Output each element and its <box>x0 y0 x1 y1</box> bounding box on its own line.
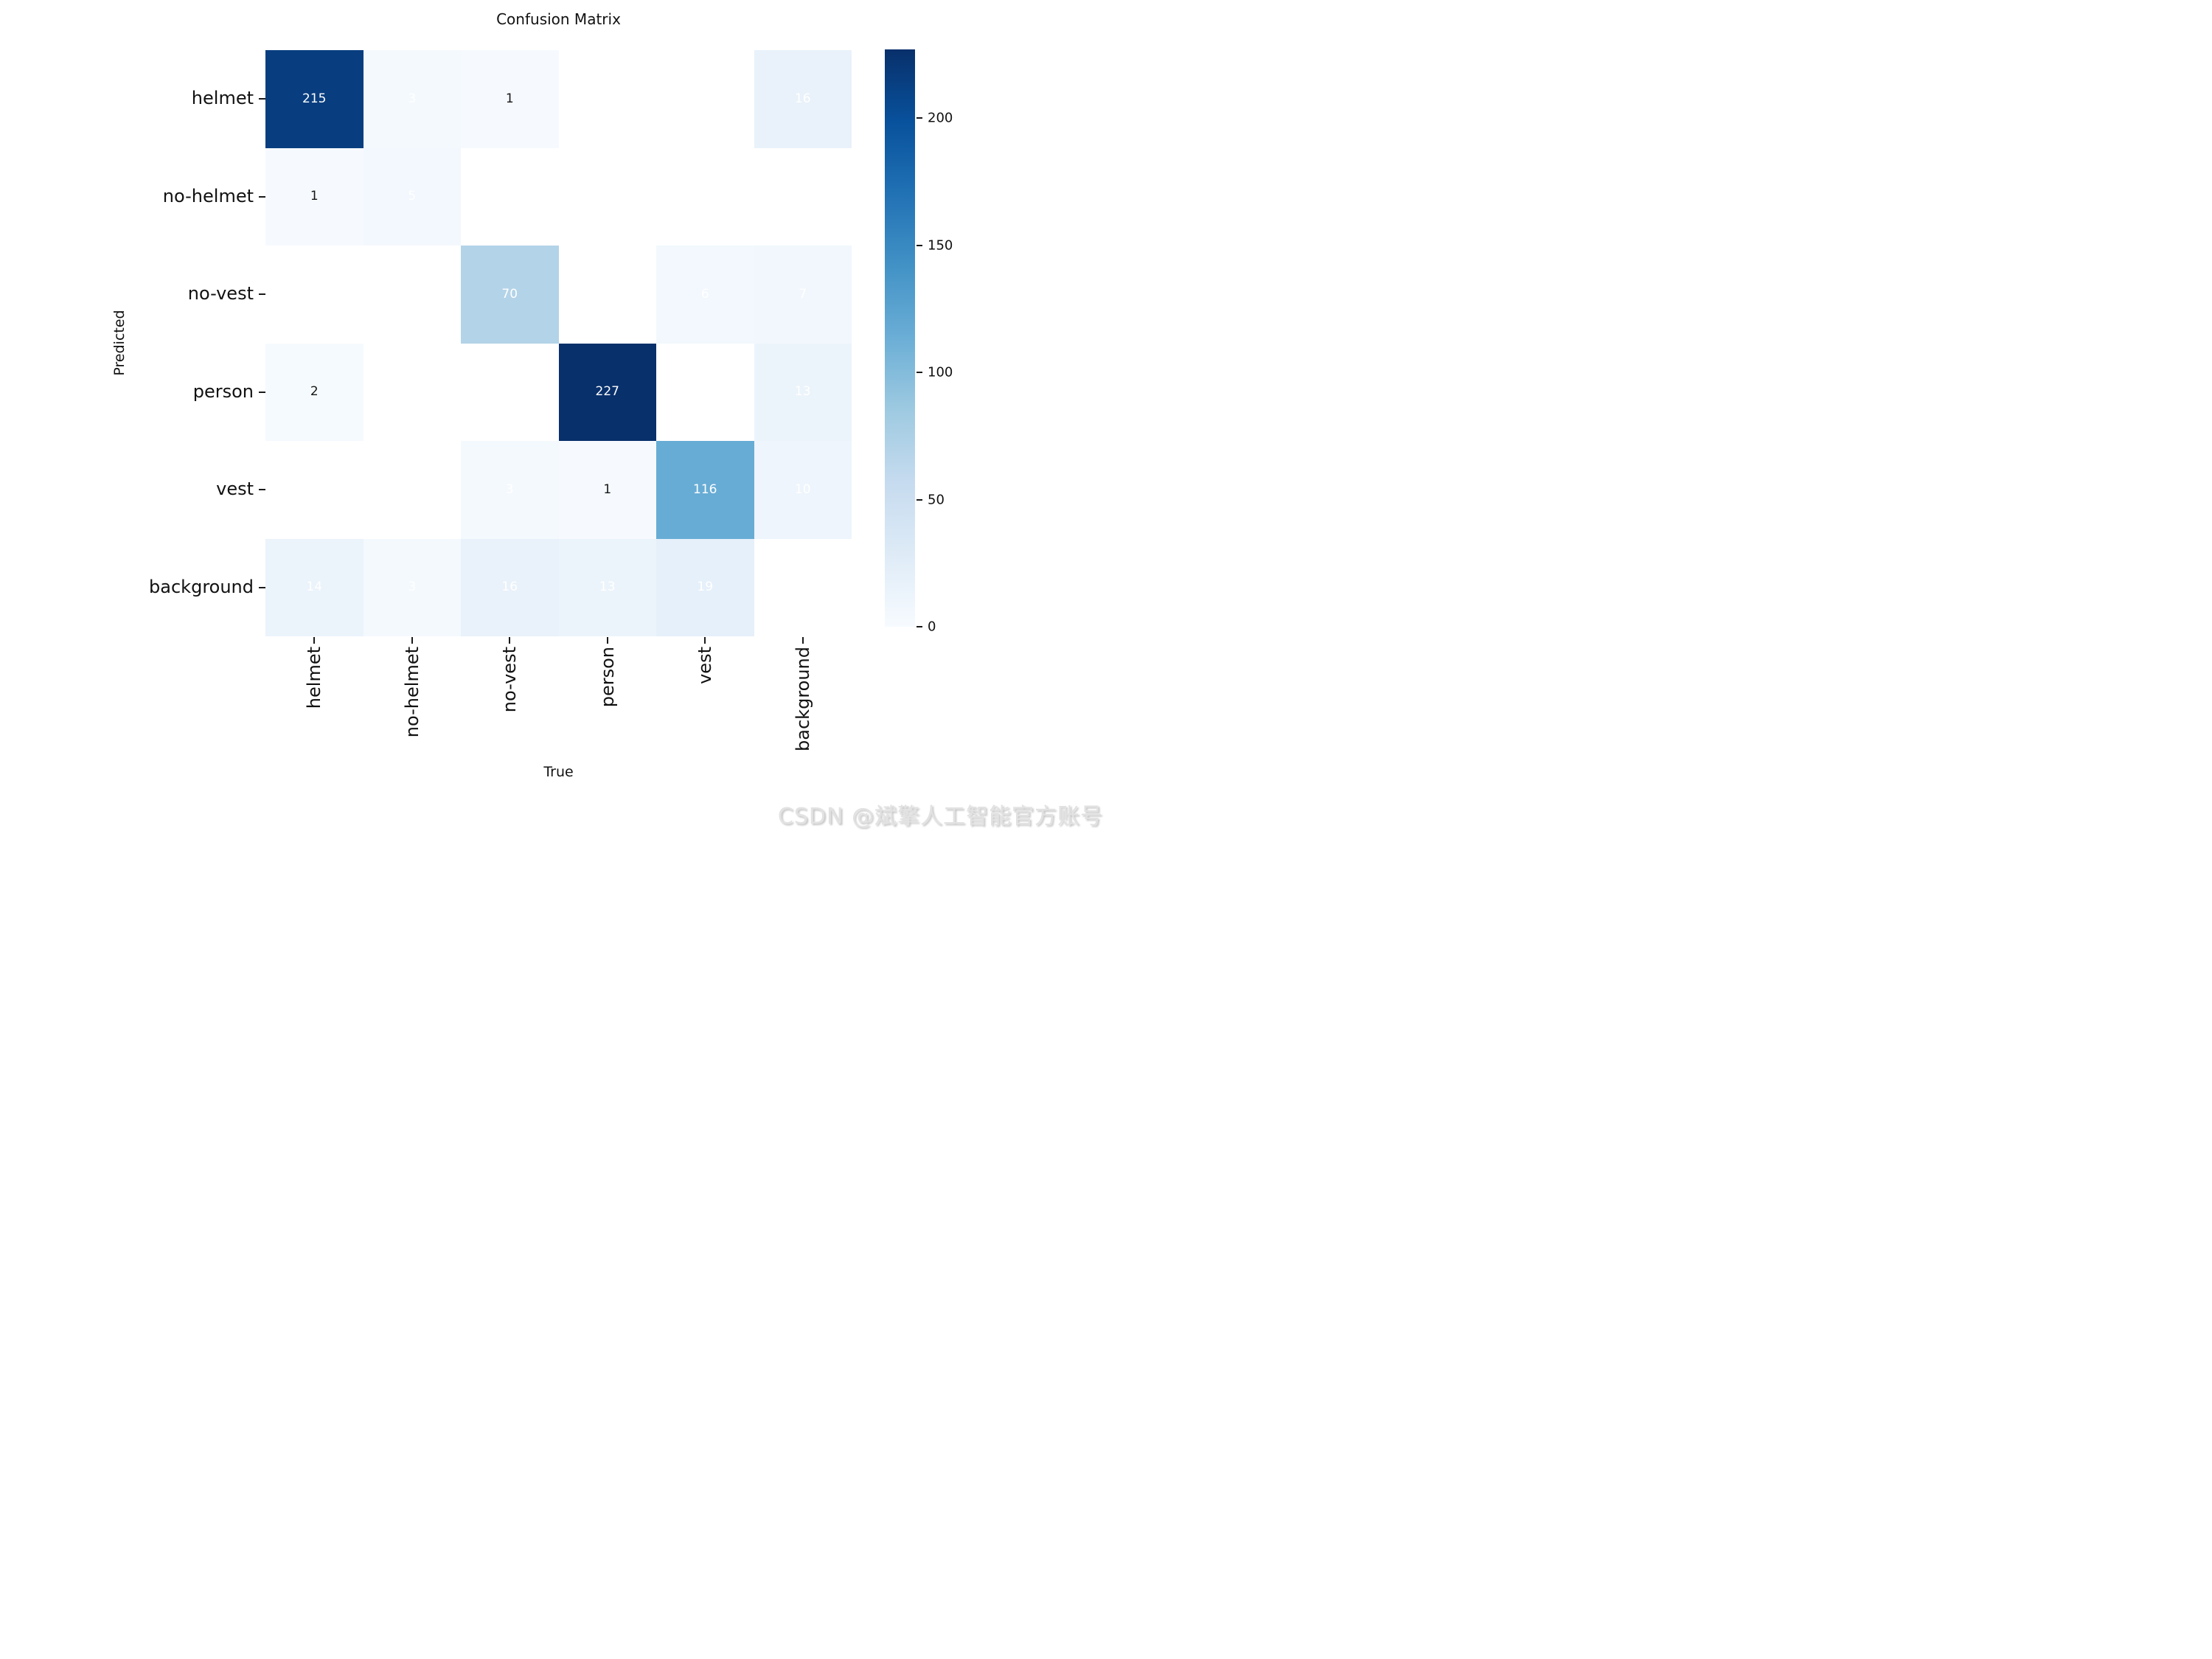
cell-value: 116 <box>693 481 717 497</box>
heatmap-cell: 227 <box>558 343 656 441</box>
heatmap-cell: 14 <box>265 538 364 636</box>
heatmap-cell <box>754 538 852 636</box>
axis-tick <box>606 637 608 644</box>
heatmap-cell <box>363 343 461 441</box>
cell-value: 215 <box>302 91 327 106</box>
heatmap-cell <box>265 246 364 344</box>
x-tick-label-person: person <box>597 647 618 708</box>
x-tick-label-no-vest: no-vest <box>499 647 521 713</box>
cell-value: 5 <box>408 189 417 204</box>
heatmap-cell: 1 <box>265 147 364 246</box>
colorbar-tick-label-150: 150 <box>928 237 953 254</box>
heatmap-cell <box>558 246 656 344</box>
axis-tick <box>313 637 316 644</box>
cell-value: 3 <box>505 481 514 497</box>
heatmap-cell: 16 <box>754 50 852 148</box>
heatmap-cell: 16 <box>461 538 559 636</box>
cell-value: 14 <box>306 580 323 595</box>
cell-value: 1 <box>603 481 612 497</box>
cell-value: 1 <box>505 91 514 106</box>
heatmap-cell: 3 <box>363 538 461 636</box>
y-tick-label-helmet: helmet <box>191 88 254 109</box>
y-tick-label-person: person <box>192 380 254 402</box>
cell-value: 13 <box>599 580 616 595</box>
heatmap-cell: 5 <box>363 147 461 246</box>
colorbar-tick-label-0: 0 <box>928 619 936 635</box>
chart-title: Confusion Matrix <box>496 10 621 28</box>
cell-value: 10 <box>794 481 811 497</box>
heatmap-cell: 3 <box>461 441 559 539</box>
axis-tick <box>259 489 265 491</box>
x-axis-title: True <box>543 764 574 780</box>
cell-value: 2 <box>310 384 319 400</box>
heatmap-cell <box>558 147 656 246</box>
colorbar-tick-label-200: 200 <box>928 110 953 126</box>
heatmap-cell: 3 <box>363 50 461 148</box>
axis-tick <box>411 637 413 644</box>
axis-tick <box>917 117 922 119</box>
heatmap-cell: 19 <box>656 538 754 636</box>
heatmap-cell: 13 <box>558 538 656 636</box>
y-tick-label-no-helmet: no-helmet <box>162 185 254 206</box>
heatmap-cell <box>363 441 461 539</box>
y-tick-label-no-vest: no-vest <box>187 283 254 305</box>
x-tick-label-background: background <box>792 647 813 751</box>
axis-tick <box>704 637 706 644</box>
heatmap-cell <box>265 441 364 539</box>
axis-tick <box>509 637 511 644</box>
axis-tick <box>259 391 265 393</box>
cell-value: 13 <box>794 384 811 400</box>
cell-value: 16 <box>501 580 518 595</box>
cell-value: 1 <box>310 189 319 204</box>
colorbar-tick-label-100: 100 <box>928 364 953 380</box>
cell-value: 19 <box>697 580 714 595</box>
heatmap-cell <box>461 343 559 441</box>
cell-value: 227 <box>595 384 619 400</box>
heatmap-cell <box>461 147 559 246</box>
heatmap-grid: 215 3 1 16 1 5 70 6 7 2 227 13 3 1 116 10 14 3 16 13 19 <box>265 50 852 636</box>
x-tick-label-helmet: helmet <box>304 647 325 709</box>
axis-tick <box>917 626 922 627</box>
heatmap-cell: 1 <box>461 50 559 148</box>
heatmap-cell <box>656 50 754 148</box>
heatmap-cell: 7 <box>754 246 852 344</box>
heatmap-cell <box>754 147 852 246</box>
cell-value: 3 <box>408 91 417 106</box>
cell-value: 70 <box>501 286 518 302</box>
watermark-text: CSDN @斌擎人工智能官方账号 <box>777 804 1103 830</box>
heatmap-cell: 13 <box>754 343 852 441</box>
heatmap-cell: 116 <box>656 441 754 539</box>
y-axis-title: Predicted <box>111 310 128 376</box>
colorbar-tick-label-50: 50 <box>928 492 945 508</box>
axis-tick <box>259 586 265 588</box>
confusion-matrix-figure: Confusion Matrix 215 3 1 16 1 5 70 6 7 2 227 13 3 1 11… <box>0 0 1106 830</box>
cell-value: 3 <box>408 580 417 595</box>
axis-tick <box>917 498 922 501</box>
x-tick-label-no-helmet: no-helmet <box>401 647 422 738</box>
cell-value: 7 <box>799 286 807 302</box>
heatmap-cell <box>558 50 656 148</box>
heatmap-cell: 6 <box>656 246 754 344</box>
axis-tick <box>259 98 265 100</box>
heatmap-cell: 215 <box>265 50 364 148</box>
cell-value: 16 <box>794 91 811 106</box>
axis-tick <box>259 195 265 198</box>
axis-tick <box>259 293 265 296</box>
axis-tick <box>917 244 922 246</box>
axis-tick <box>801 637 804 644</box>
x-tick-label-vest: vest <box>695 647 716 684</box>
cell-value: 6 <box>700 286 709 302</box>
heatmap-cell: 10 <box>754 441 852 539</box>
heatmap-cell <box>656 147 754 246</box>
colorbar-gradient <box>885 49 915 627</box>
heatmap-cell: 2 <box>265 343 364 441</box>
y-tick-label-background: background <box>149 576 254 597</box>
heatmap-cell: 1 <box>558 441 656 539</box>
heatmap-cell <box>656 343 754 441</box>
axis-tick <box>917 372 922 374</box>
heatmap-cell <box>363 246 461 344</box>
heatmap-cell: 70 <box>461 246 559 344</box>
y-tick-label-vest: vest <box>216 479 254 500</box>
